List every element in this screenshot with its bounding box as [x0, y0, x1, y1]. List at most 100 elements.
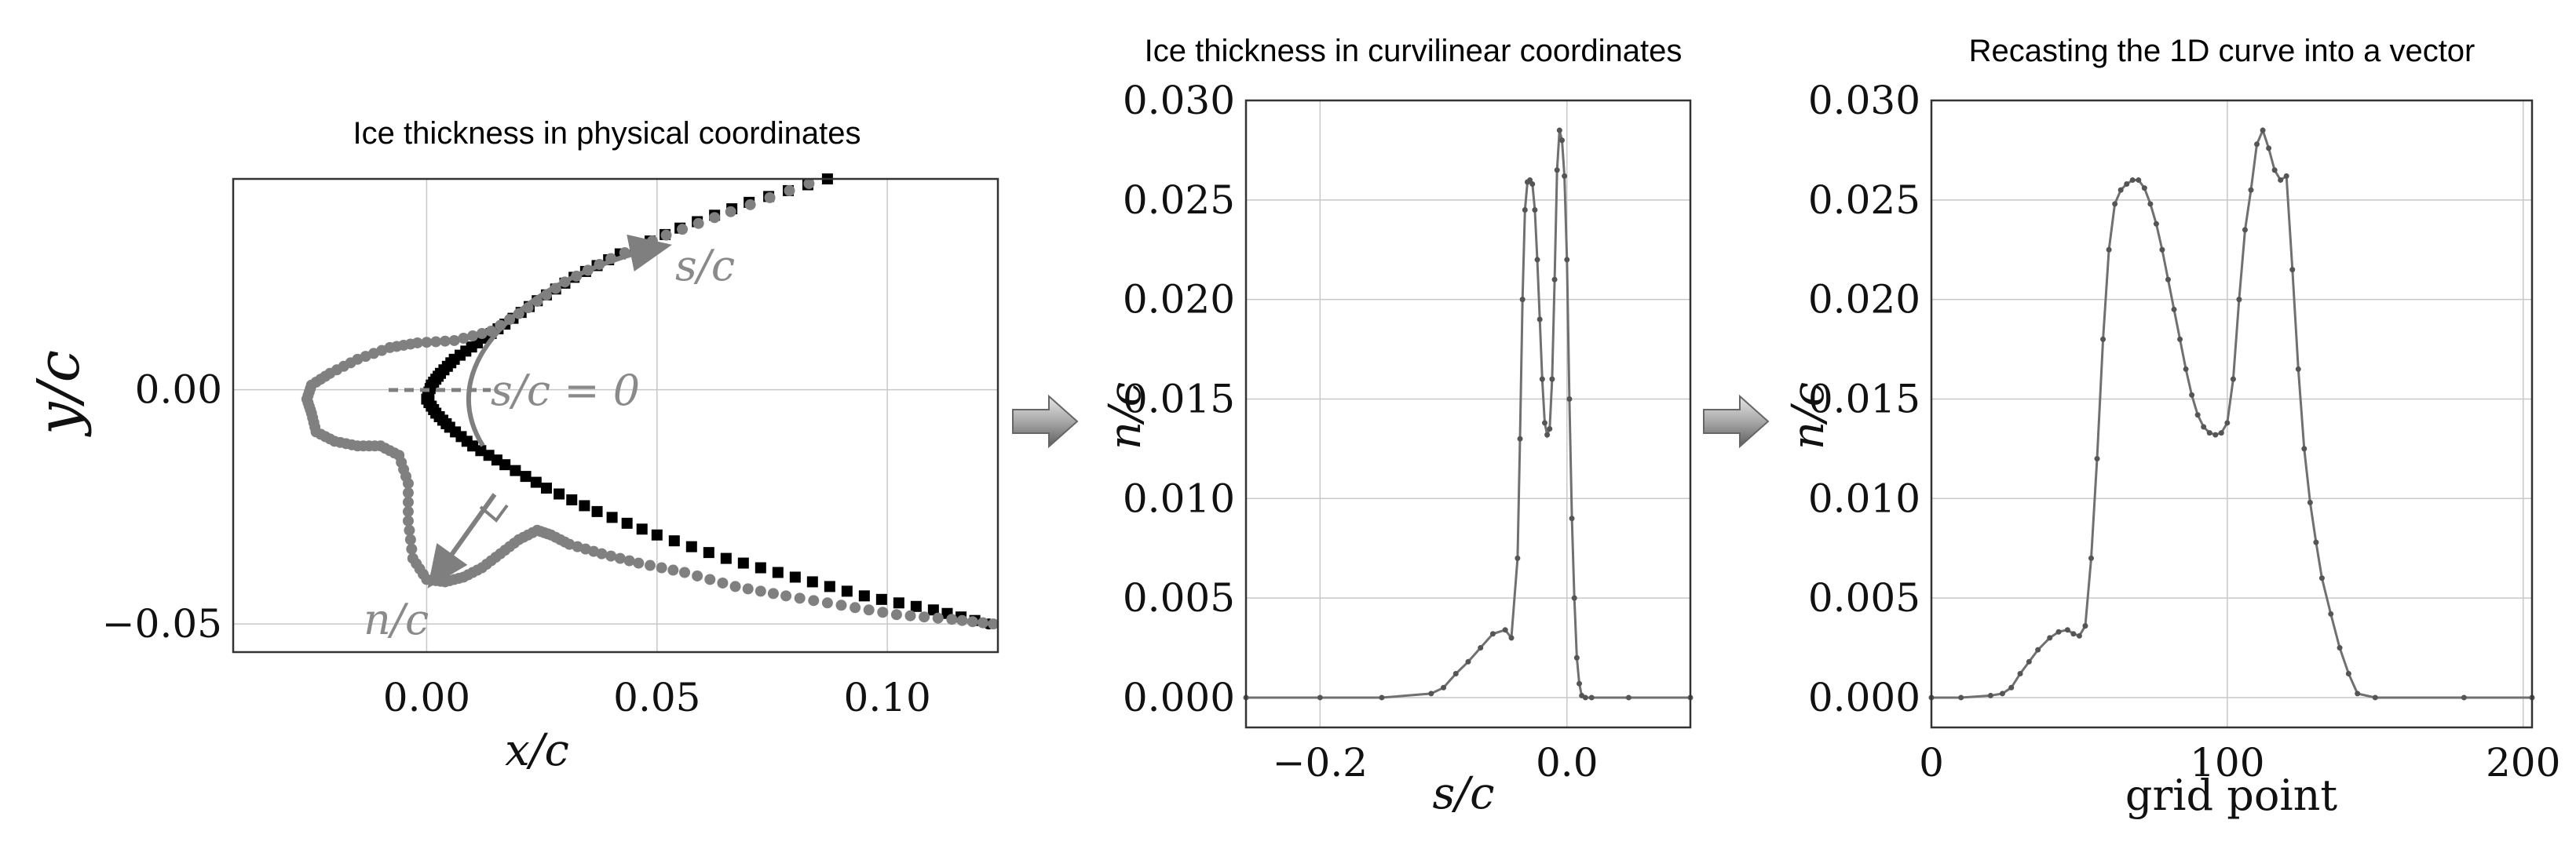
ice-point	[677, 224, 689, 235]
airfoil-point	[720, 552, 732, 564]
chart3-data-point	[2461, 694, 2467, 701]
chart3-frame	[1930, 99, 2534, 729]
chart3-data-point	[2106, 246, 2112, 253]
ice-point	[919, 611, 930, 623]
chart3-data-point	[2129, 177, 2136, 183]
ice-point	[932, 612, 944, 624]
flow-arrow-1	[1012, 394, 1079, 449]
chart2-xtick-label: −0.2	[1273, 740, 1368, 786]
chart3-data-point	[2295, 366, 2301, 372]
ice-point	[794, 592, 806, 604]
airfoil-point	[685, 541, 697, 552]
ice-point	[946, 614, 958, 625]
airfoil-point	[540, 483, 552, 494]
chart3-data-point	[2224, 420, 2231, 426]
ice-point	[439, 335, 451, 347]
chart3-ytick-label: 0.005	[1808, 575, 1920, 621]
chart3-data-point	[2271, 167, 2278, 173]
chart3-ytick-label: 0.000	[1808, 675, 1920, 720]
chart3-data-point	[2206, 430, 2212, 436]
chart3-ytick-label: 0.015	[1808, 376, 1920, 421]
chart2-grid	[1246, 100, 1690, 727]
chart3-data-point	[2100, 336, 2106, 342]
chart3-data-point	[2301, 446, 2307, 452]
chart2-data-point	[1541, 420, 1547, 426]
airfoil-point	[824, 581, 835, 592]
annotation-n: n/c	[364, 595, 429, 644]
ice-point	[742, 583, 754, 595]
chart3-data-point	[2177, 336, 2183, 342]
chart3-data-point	[2117, 187, 2124, 193]
chart1-ytick-label: 0.00	[135, 367, 222, 413]
chart3-data-point	[2047, 635, 2053, 641]
chart1-series	[301, 173, 999, 630]
airfoil-point	[755, 562, 766, 574]
chart2-data-point	[1566, 395, 1573, 402]
ice-point	[850, 602, 861, 614]
chart3-data-point	[2266, 145, 2272, 151]
ice-point	[755, 585, 766, 597]
airfoil-point	[806, 576, 818, 588]
airfoil-point	[591, 505, 603, 517]
ice-point	[605, 550, 617, 562]
s-direction-arrow	[466, 234, 672, 447]
airfoil-point	[910, 600, 922, 612]
chart3-title: Recasting the 1D curve into a vector	[1969, 34, 2476, 68]
airfoil-point	[893, 597, 904, 609]
ice-point	[614, 552, 626, 564]
chart3-data-point	[2337, 645, 2343, 651]
chart2-data-point	[1452, 671, 1459, 677]
chart3-data-point	[2194, 412, 2201, 418]
chart3-data-point	[2055, 629, 2062, 635]
ice-point	[877, 607, 889, 618]
chart3-data-point	[2070, 631, 2077, 637]
chart2-data-point	[1564, 257, 1570, 263]
chart2-data-point	[1571, 595, 1577, 601]
chart2-data-point	[1532, 207, 1538, 213]
chart2-data-point	[1441, 684, 1447, 691]
ice-point	[767, 588, 779, 600]
chart2-data-point	[1317, 694, 1323, 701]
chart2-ytick-label: 0.010	[1123, 476, 1235, 521]
chart3-xtick-label: 100	[2190, 740, 2264, 786]
ice-point	[404, 524, 415, 536]
airfoil-point	[606, 512, 618, 523]
chart1-frame	[232, 177, 999, 654]
annotation-s: s/c	[675, 241, 735, 290]
ice-point	[956, 614, 968, 626]
chart1-ytick-label: −0.05	[102, 601, 222, 647]
airfoil-point	[530, 476, 542, 488]
airfoil-point	[579, 500, 590, 512]
ice-point	[402, 496, 414, 508]
chart2-data-point	[1502, 627, 1508, 633]
chart2-data-point	[1508, 635, 1515, 641]
chart3-data-point	[2082, 623, 2088, 629]
airfoil-point	[858, 590, 870, 602]
ice-point	[402, 487, 414, 499]
ice-point	[780, 590, 792, 602]
ice-point	[458, 332, 470, 344]
chart3-data-point	[2064, 627, 2070, 633]
chart3-data-point	[2201, 424, 2207, 430]
chart2-frame	[1244, 99, 1692, 729]
chart2-data-point	[1573, 654, 1580, 661]
ice-point	[692, 570, 703, 581]
flow-arrow-2	[1703, 394, 1770, 449]
chart2-data-point	[1551, 276, 1558, 282]
chart3-data-point	[2278, 177, 2284, 183]
chart3-data-point	[2248, 187, 2254, 193]
chart2-data-point	[1556, 127, 1562, 133]
airfoil-point	[621, 517, 633, 529]
chart2-xtick-label: 0.0	[1536, 740, 1599, 786]
chart3-data-point	[1999, 691, 2005, 697]
airfoil-point	[566, 494, 578, 505]
chart3-data-point	[2183, 366, 2189, 372]
ice-point	[596, 548, 608, 560]
chart3-ytick-label: 0.025	[1808, 177, 1920, 223]
chart1-title: Ice thickness in physical coordinates	[353, 116, 861, 151]
chart1-xtick-label: 0.05	[613, 675, 700, 720]
ice-point	[725, 206, 736, 217]
ice-point	[402, 478, 414, 490]
chart3-data-point	[2017, 671, 2023, 677]
